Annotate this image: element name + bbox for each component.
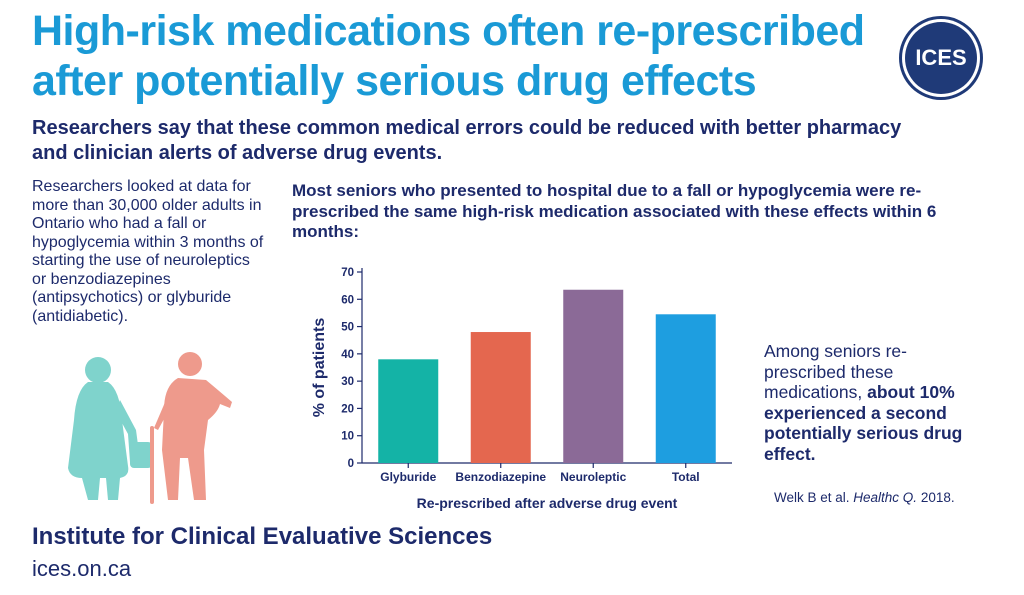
page-title: High-risk medications often re-prescribe…: [32, 6, 892, 106]
side-note: Among seniors re-prescribed these medica…: [764, 341, 964, 464]
y-tick-label: 40: [341, 349, 354, 361]
x-tick-label: Neuroleptic: [560, 470, 626, 484]
citation-authors: Welk B et al.: [774, 490, 854, 505]
bar-glyburide: [378, 359, 439, 463]
citation-year: 2018.: [917, 490, 955, 505]
x-tick-label: Glyburide: [380, 470, 436, 484]
bar-neuroleptic: [563, 289, 624, 463]
citation: Welk B et al. Healthc Q. 2018.: [774, 490, 994, 505]
seniors-illustration: [68, 352, 232, 504]
side-note-plain: Among seniors re-prescribed these medica…: [764, 341, 907, 402]
x-axis-title: Re-prescribed after adverse drug event: [417, 495, 678, 511]
y-tick-label: 50: [341, 322, 354, 334]
logo-text: ICES: [915, 45, 967, 70]
y-tick-label: 20: [341, 403, 354, 415]
senior-man-figure: [150, 352, 232, 504]
y-tick-label: 0: [348, 458, 354, 470]
intro-text: Researchers looked at data for more than…: [32, 178, 264, 325]
footer-url-link[interactable]: ices.on.ca: [32, 556, 132, 581]
y-tick-label: 10: [341, 431, 354, 443]
y-tick-label: 70: [341, 267, 354, 279]
bar-total: [655, 314, 716, 463]
side-note-bold: about 10% experienced a second potential…: [764, 382, 963, 464]
y-axis-title: % of patients: [311, 318, 328, 418]
x-tick-label: Benzodiazepine: [455, 470, 546, 484]
x-tick-label: Total: [672, 470, 700, 484]
title-line-1: High-risk medications often re-prescribe…: [32, 7, 865, 55]
subtitle: Researchers say that these common medica…: [32, 117, 902, 164]
bar-benzodiazepine: [470, 332, 531, 463]
y-tick-label: 60: [341, 294, 354, 306]
title-line-2: after potentially serious drug effects: [32, 57, 757, 105]
ices-logo: ICES: [905, 22, 977, 94]
senior-woman-figure: [68, 357, 152, 500]
footer-organization: Institute for Clinical Evaluative Scienc…: [32, 523, 493, 550]
y-tick-label: 30: [341, 376, 354, 388]
chart-heading: Most seniors who presented to hospital d…: [292, 181, 937, 241]
citation-journal: Healthc Q.: [853, 490, 918, 505]
bar-chart: 0 10 20 30 40 50 60 70 Glyburide Benzodiazepine Ne…: [311, 267, 732, 511]
